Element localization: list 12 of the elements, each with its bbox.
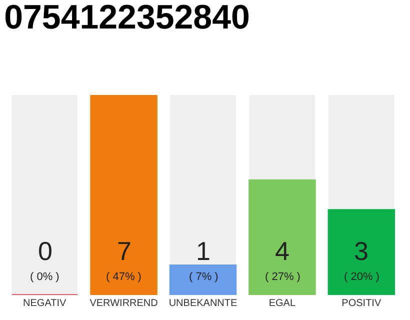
x-tick-label: NEGATIV <box>23 298 67 309</box>
data-label: 1 ( 7% ) <box>189 236 218 283</box>
data-label: 3 ( 20% ) <box>344 236 380 283</box>
x-tick-label: VERWIRREND <box>90 298 158 309</box>
bar <box>169 264 237 295</box>
data-label: 0 ( 0% ) <box>30 236 60 283</box>
x-tick-label: UNBEKANNTE <box>168 298 238 309</box>
data-label: 4 ( 27% ) <box>265 236 300 283</box>
x-tick-label: POSITIV <box>342 298 382 309</box>
chart-title: 0754122352840 <box>4 0 250 37</box>
x-tick-label: EGAL <box>268 298 296 309</box>
data-label: 7 ( 47% ) <box>106 236 142 283</box>
